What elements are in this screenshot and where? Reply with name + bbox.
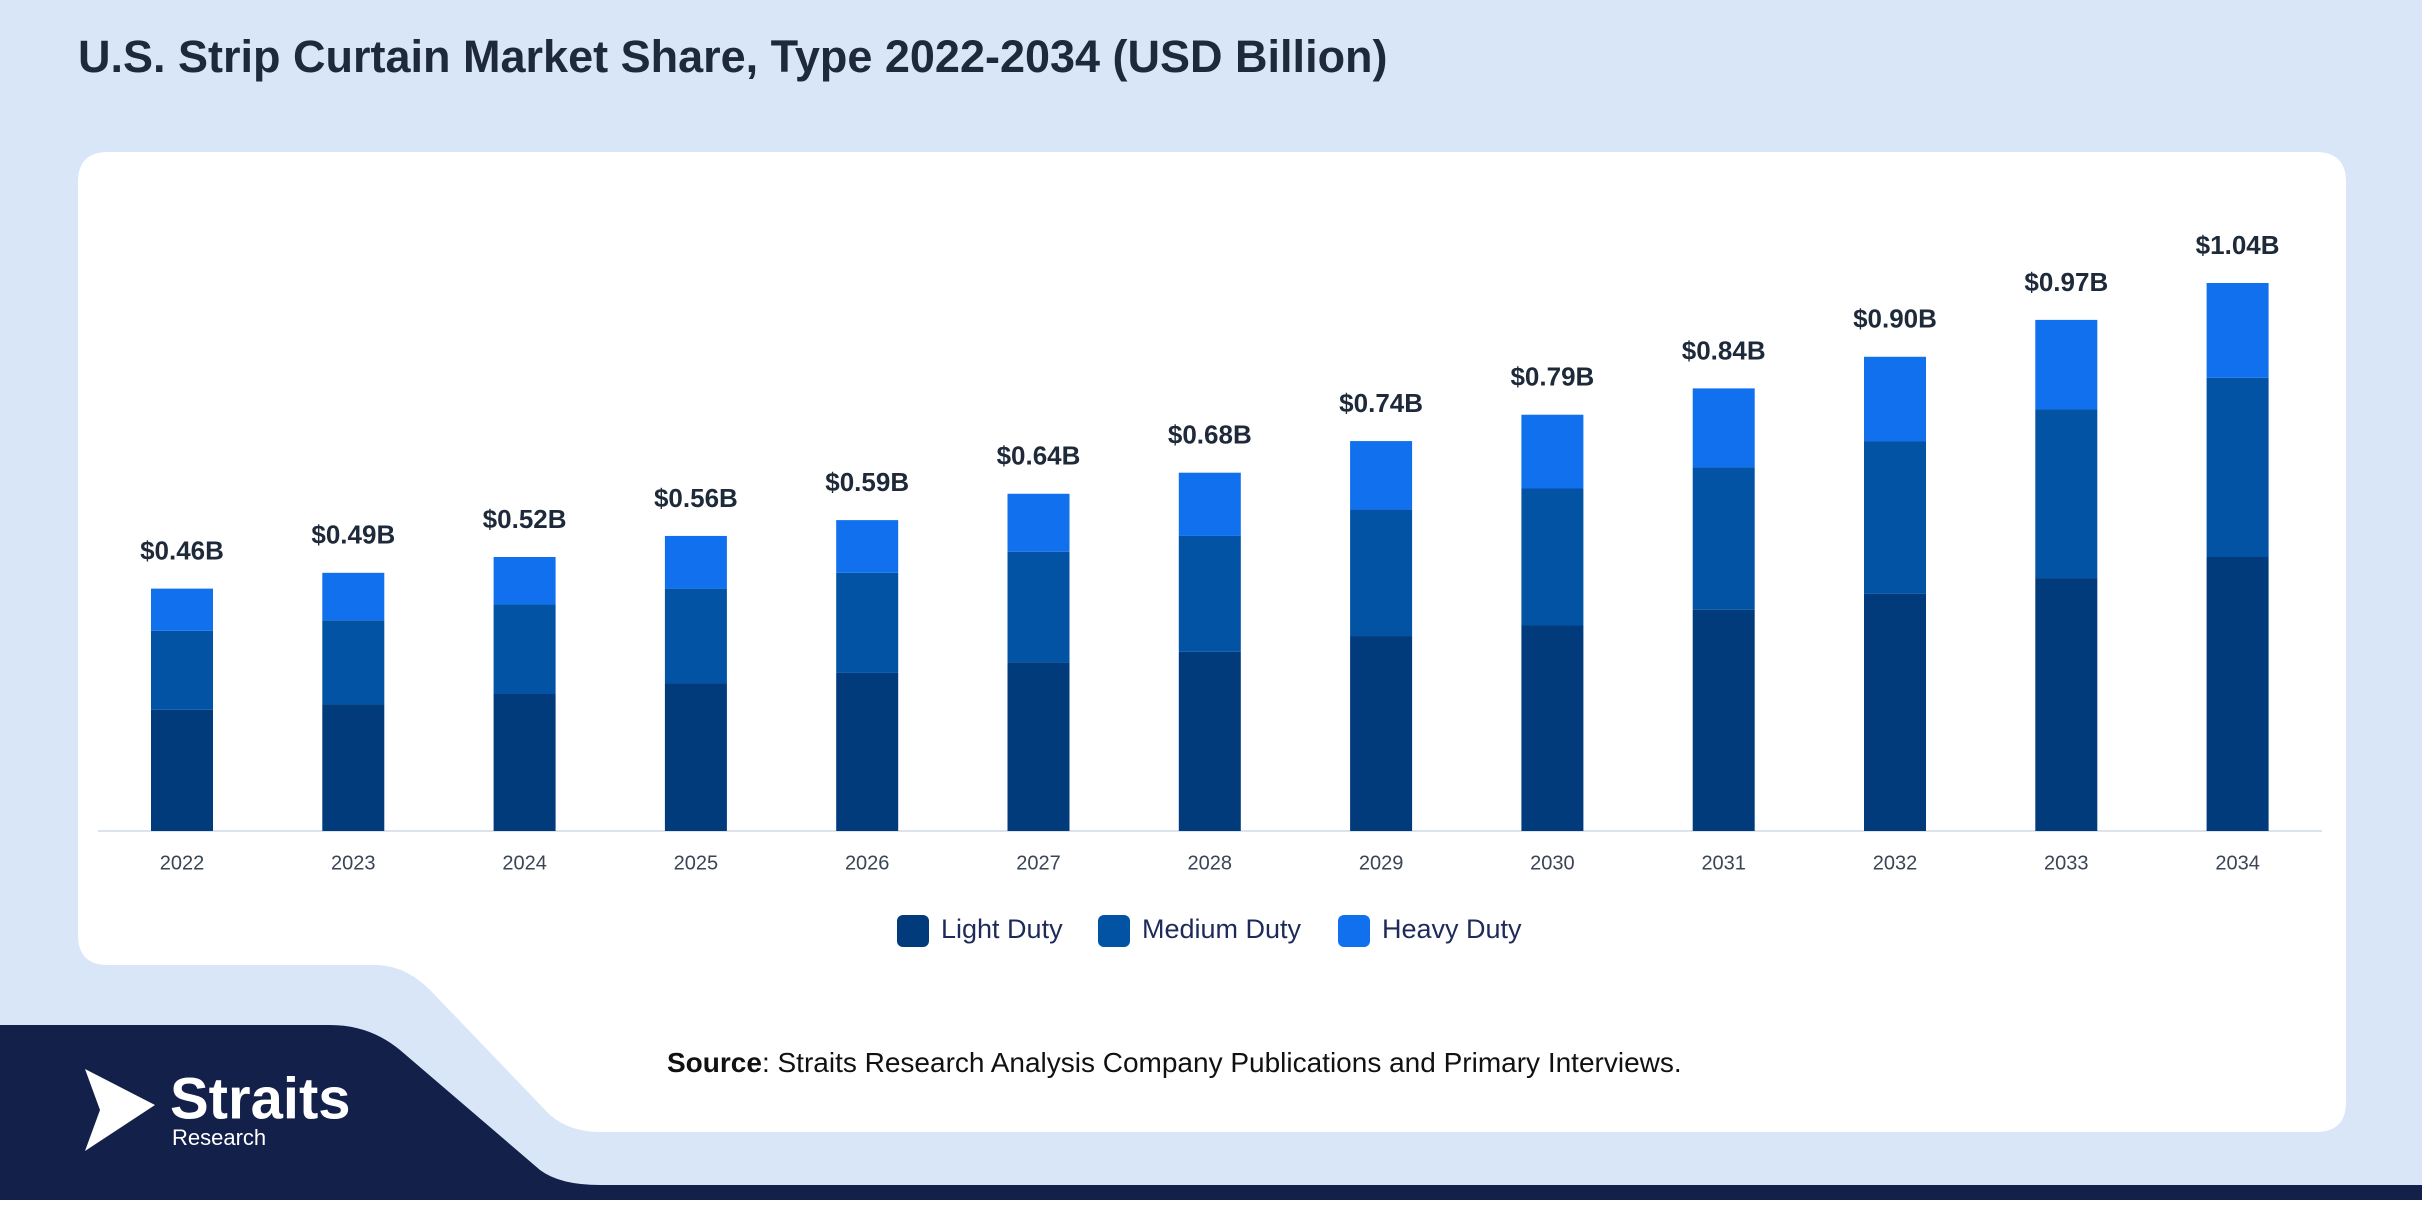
bar-segment xyxy=(322,620,385,705)
bar-segment xyxy=(1007,662,1070,831)
total-label: $0.84B xyxy=(1682,335,1766,365)
total-label: $0.59B xyxy=(825,467,909,497)
bar-segment xyxy=(493,557,556,605)
total-label: $1.04B xyxy=(2196,230,2280,260)
x-tick-label: 2023 xyxy=(331,852,376,874)
legend-swatch xyxy=(1338,915,1370,947)
bar-segment xyxy=(1521,414,1584,489)
total-label: $0.64B xyxy=(997,441,1081,471)
x-tick-label: 2031 xyxy=(1701,852,1746,874)
total-label: $0.52B xyxy=(483,504,567,534)
bar-segment xyxy=(2206,377,2269,557)
total-label: $0.97B xyxy=(2024,267,2108,297)
bar-segment xyxy=(1521,625,1584,831)
bar-segment xyxy=(1864,593,1926,831)
total-label: $0.68B xyxy=(1168,420,1252,450)
chart-title: U.S. Strip Curtain Market Share, Type 20… xyxy=(78,31,1388,82)
bar-segment xyxy=(664,588,727,684)
bar-segment xyxy=(1692,609,1755,831)
bar-segment xyxy=(151,630,213,710)
bar-segment xyxy=(1007,493,1070,552)
x-tick-label: 2025 xyxy=(674,852,719,874)
bar-segment xyxy=(1864,441,1926,594)
x-tick-label: 2028 xyxy=(1188,852,1233,874)
bar-segment xyxy=(2206,283,2269,378)
bar-segment xyxy=(664,535,727,589)
bar-segment xyxy=(1178,535,1241,652)
total-label: $0.79B xyxy=(1510,362,1594,392)
brand: Straits xyxy=(170,1066,351,1131)
source-label: Source xyxy=(667,1047,762,1078)
total-label: $0.46B xyxy=(140,535,224,565)
legend: Light Duty Medium Duty Heavy Duty xyxy=(897,914,1522,947)
x-tick-label: 2029 xyxy=(1359,852,1404,874)
x-tick-label: 2026 xyxy=(845,852,890,874)
bar-segment xyxy=(151,588,213,631)
brand-sub: Research xyxy=(172,1125,266,1150)
bar-segment xyxy=(836,572,899,673)
source: Source: Straits Research Analysis Compan… xyxy=(667,1047,1682,1078)
total-label: $0.56B xyxy=(654,483,738,513)
bar-segment xyxy=(1350,509,1413,637)
bar-segment xyxy=(836,672,899,831)
legend-label: Medium Duty xyxy=(1142,914,1302,944)
bar-segment xyxy=(1007,551,1070,663)
legend-swatch xyxy=(897,915,929,947)
bar-segment xyxy=(1178,472,1241,536)
bar-segment xyxy=(2035,578,2098,831)
bar-segment xyxy=(1521,488,1584,626)
x-tick-label: 2024 xyxy=(502,852,547,874)
legend-swatch xyxy=(1098,915,1130,947)
bar-segment xyxy=(664,683,727,831)
x-tick-label: 2022 xyxy=(160,852,205,874)
x-tick-label: 2032 xyxy=(1873,852,1918,874)
x-tick-label: 2033 xyxy=(2044,852,2089,874)
footer-band xyxy=(0,1025,2422,1200)
bar-segment xyxy=(322,704,385,831)
x-tick-label: 2027 xyxy=(1016,852,1061,874)
bar-segment xyxy=(1350,441,1413,510)
legend-label: Heavy Duty xyxy=(1382,914,1522,944)
bars: $0.46B 2022 $0.49B 2023 $0.52B 2024 $0.56B 2025… xyxy=(140,230,2279,874)
x-tick-label: 2030 xyxy=(1530,852,1575,874)
bar-segment xyxy=(493,604,556,694)
x-tick-label: 2034 xyxy=(2215,852,2260,874)
bar-segment xyxy=(2035,319,2098,410)
logo-icon xyxy=(85,1069,155,1151)
bar-segment xyxy=(1692,467,1755,610)
bar-segment xyxy=(2035,409,2098,579)
bar-segment xyxy=(493,694,556,831)
bar-segment xyxy=(1350,636,1413,831)
legend-label: Light Duty xyxy=(941,914,1063,944)
total-label: $0.90B xyxy=(1853,304,1937,334)
source-text: : Straits Research Analysis Company Publ… xyxy=(762,1047,1682,1078)
total-label: $0.49B xyxy=(311,520,395,550)
bar-segment xyxy=(2206,557,2269,831)
bar-segment xyxy=(1692,388,1755,468)
bar-segment xyxy=(1178,651,1241,831)
bar-segment xyxy=(836,520,899,573)
total-label: $0.74B xyxy=(1339,388,1423,418)
bar-segment xyxy=(322,572,385,621)
bar-segment xyxy=(151,709,213,831)
bar-segment xyxy=(1864,356,1926,442)
